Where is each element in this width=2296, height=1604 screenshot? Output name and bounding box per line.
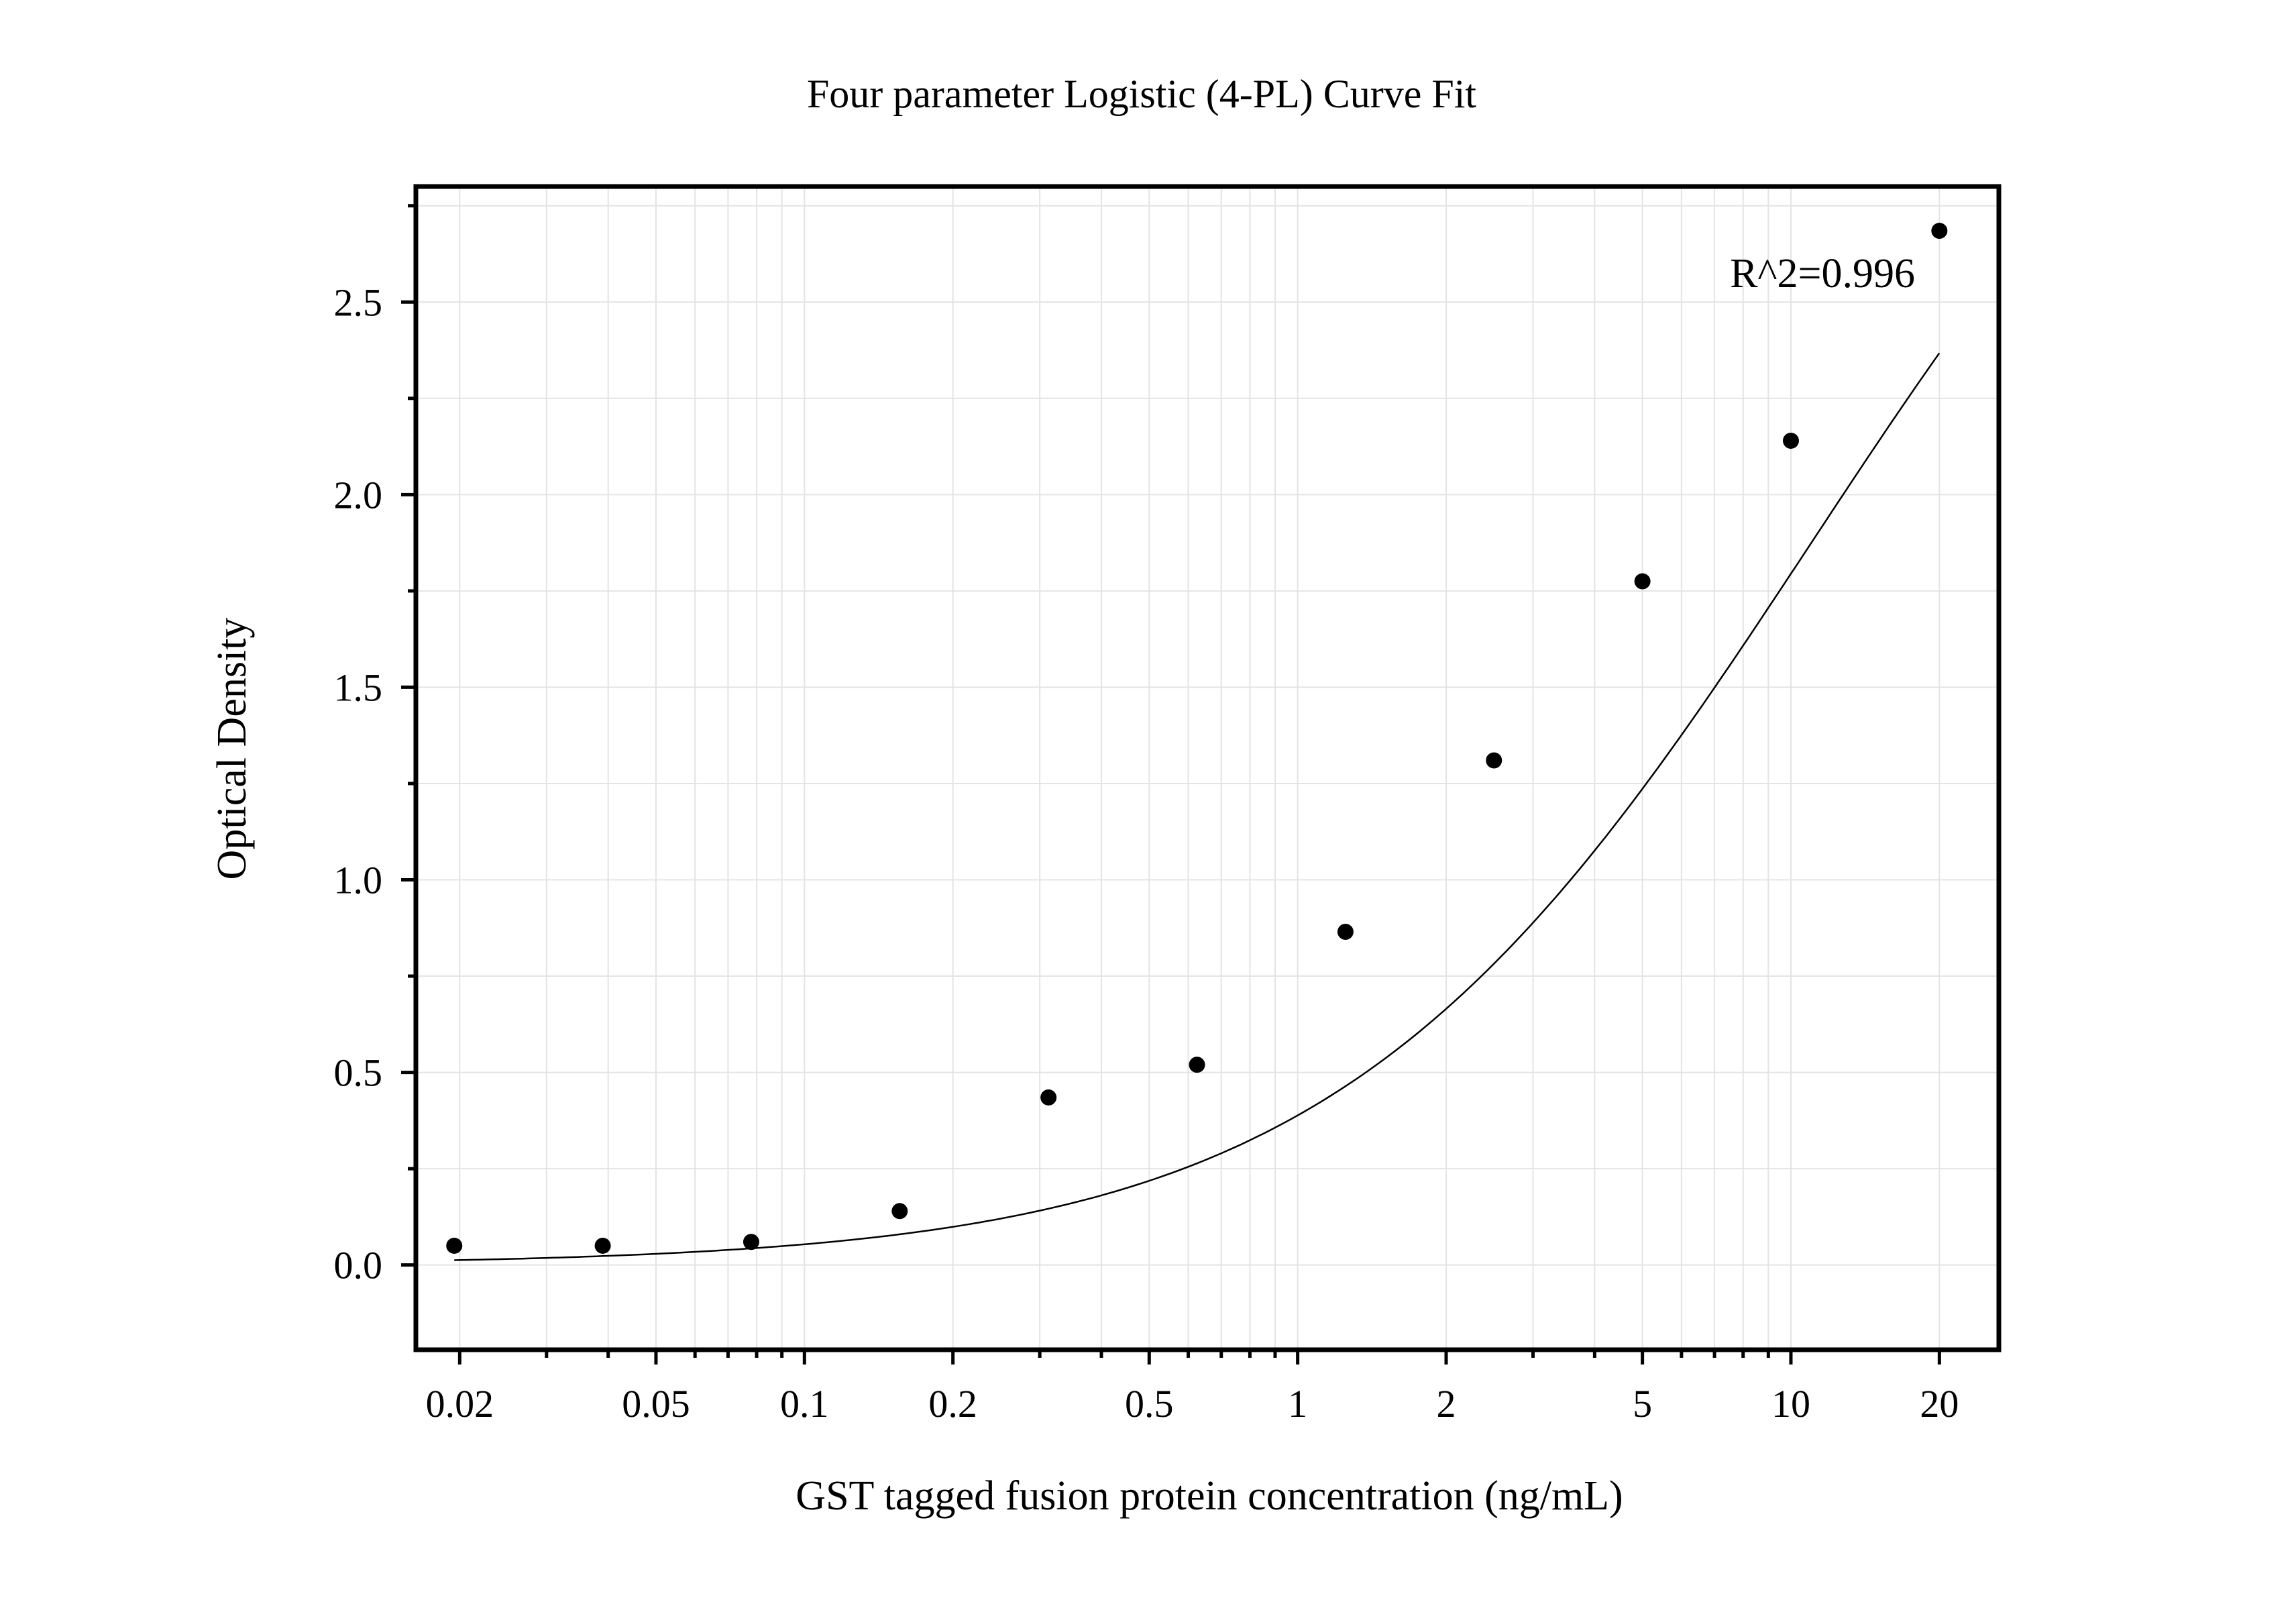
y-tick-label: 0.5 <box>334 1051 383 1095</box>
grid <box>416 186 1999 1350</box>
data-point <box>1337 924 1354 941</box>
x-tick-label: 20 <box>1920 1382 1959 1426</box>
data-point <box>1634 573 1651 590</box>
tick-labels: 0.02 0.05 0.1 0.2 0.5 1 2 5 10 20 0.0 0.5 1.0 1.5 2.0 2… <box>334 280 1959 1426</box>
axis-ticks <box>401 204 1941 1365</box>
data-point <box>594 1237 611 1254</box>
x-tick-label: 0.05 <box>622 1382 690 1426</box>
data-point <box>446 1237 463 1254</box>
r-squared-annotation: R^2=0.996 <box>1730 251 1915 297</box>
data-point <box>891 1203 908 1220</box>
data-point <box>1782 432 1799 449</box>
x-tick-label: 0.5 <box>1125 1382 1174 1426</box>
y-tick-label: 2.5 <box>334 280 383 324</box>
data-point <box>1189 1057 1205 1073</box>
plot-frame <box>413 184 2002 1352</box>
x-tick-label: 1 <box>1288 1382 1307 1426</box>
x-tick-label: 0.2 <box>928 1382 977 1426</box>
fit-curve <box>454 352 1940 1261</box>
y-tick-label: 2.0 <box>334 473 383 517</box>
x-tick-label: 2 <box>1437 1382 1456 1426</box>
y-tick-label: 1.5 <box>334 665 383 709</box>
data-point <box>1486 752 1502 769</box>
y-tick-label: 0.0 <box>334 1244 383 1287</box>
x-tick-label: 0.02 <box>426 1382 494 1426</box>
data-point <box>1931 223 1948 239</box>
x-tick-label: 5 <box>1633 1382 1652 1426</box>
fit-curve-layer <box>454 352 1940 1261</box>
chart-title: Four parameter Logistic (4-PL) Curve Fit <box>807 72 1476 116</box>
x-tick-label: 10 <box>1771 1382 1810 1426</box>
data-point <box>743 1234 759 1250</box>
data-points-layer <box>446 223 1948 1254</box>
data-point <box>1040 1089 1057 1106</box>
y-tick-label: 1.0 <box>334 859 383 902</box>
x-axis-label: GST tagged fusion protein concentration … <box>796 1473 1623 1519</box>
y-axis-label: Optical Density <box>209 618 255 880</box>
x-tick-label: 0.1 <box>780 1382 829 1426</box>
